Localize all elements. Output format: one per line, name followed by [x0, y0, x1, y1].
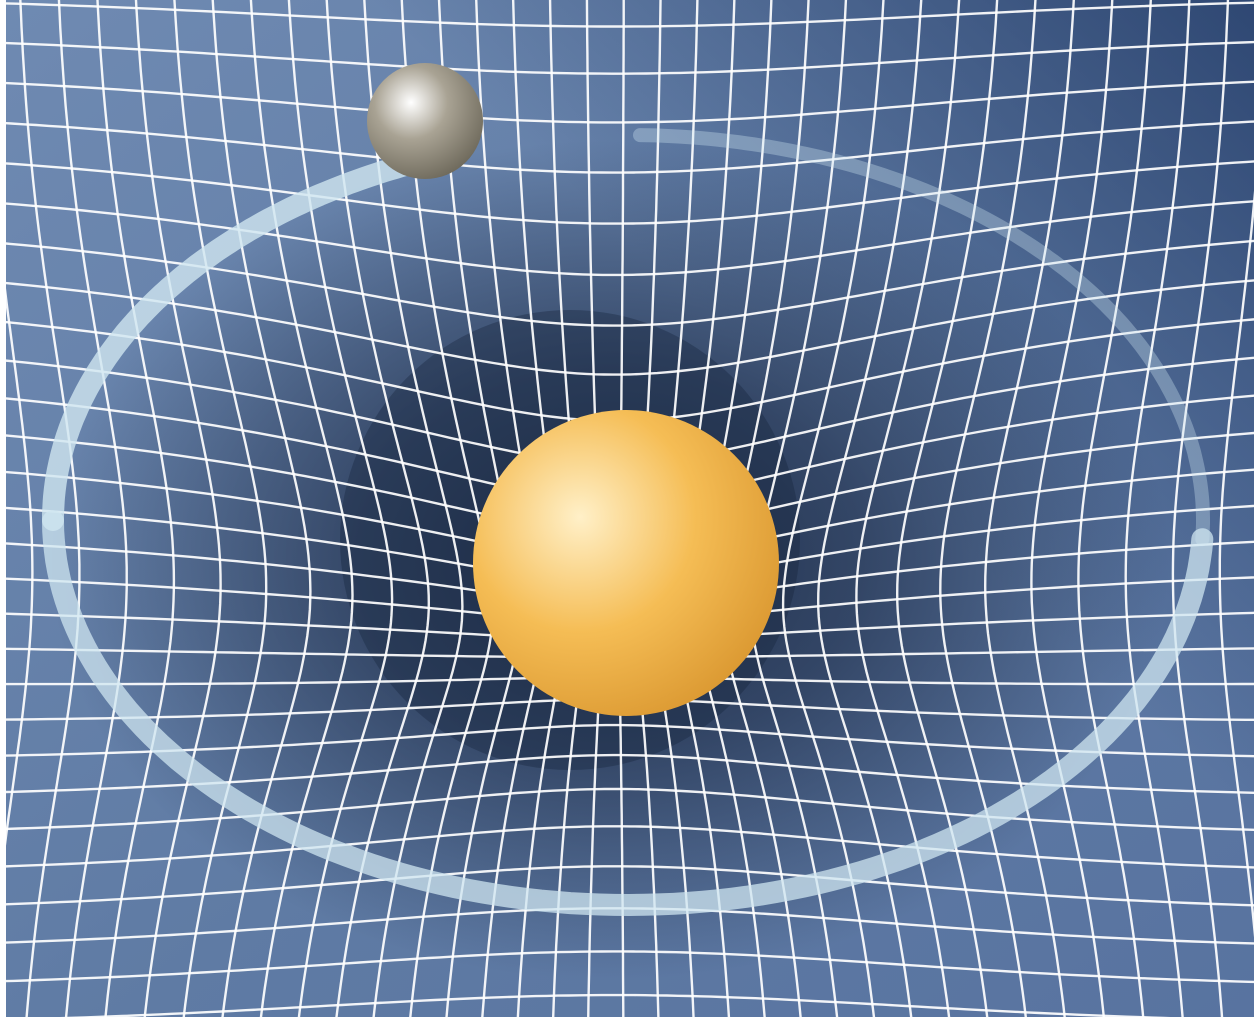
grid-line-horizontal: [6, 825, 1254, 869]
grid-line-horizontal: [6, 950, 1254, 984]
orbit-path-segment: [42, 151, 428, 531]
orbit-path-segment: [633, 128, 1210, 547]
orbiting-body-sphere: [367, 63, 483, 179]
grid-line-horizontal: [6, 279, 1254, 376]
grid-line-vertical: [211, 0, 312, 1017]
grid-line-horizontal: [6, 787, 1254, 832]
grid-line-horizontal: [6, 723, 1254, 758]
grid-line-vertical: [816, 0, 923, 1017]
orbit-path-segment: [42, 510, 1214, 917]
orbit-path-back: [633, 128, 1210, 547]
grid-line-vertical: [19, 0, 81, 1017]
grid-line-vertical: [96, 0, 176, 1017]
grid-line-vertical: [1124, 0, 1191, 1017]
central-mass-sphere: [473, 410, 779, 716]
grid-line-vertical: [173, 0, 268, 1017]
grid-line-horizontal: [6, 120, 1254, 174]
grid-line-vertical: [1030, 0, 1114, 1017]
grid-line-horizontal: [6, 160, 1254, 225]
grid-line-horizontal: [6, 865, 1254, 907]
grid-line-vertical: [939, 0, 1037, 1017]
grid-line-horizontal: [6, 1, 1254, 28]
grid-line-vertical: [134, 0, 222, 1017]
grid-line-horizontal: [6, 80, 1254, 124]
grid-line-vertical: [983, 0, 1075, 1017]
grid-line-vertical: [1218, 190, 1254, 938]
grid-line-horizontal: [6, 40, 1254, 75]
grid-line-vertical: [249, 0, 354, 1017]
grid-line-vertical: [1171, 0, 1230, 1017]
grid-line-vertical: [363, 0, 464, 1017]
grid-line-vertical: [895, 0, 999, 1017]
grid-line-vertical: [57, 0, 128, 1017]
grid-line-vertical: [781, 0, 885, 1017]
grid-line-vertical: [6, 288, 34, 846]
grid-line-vertical: [1077, 0, 1152, 1017]
grid-line-horizontal: [59, 993, 1171, 1017]
orbit-path: [42, 151, 1214, 917]
grid-line-horizontal: [6, 200, 1254, 277]
